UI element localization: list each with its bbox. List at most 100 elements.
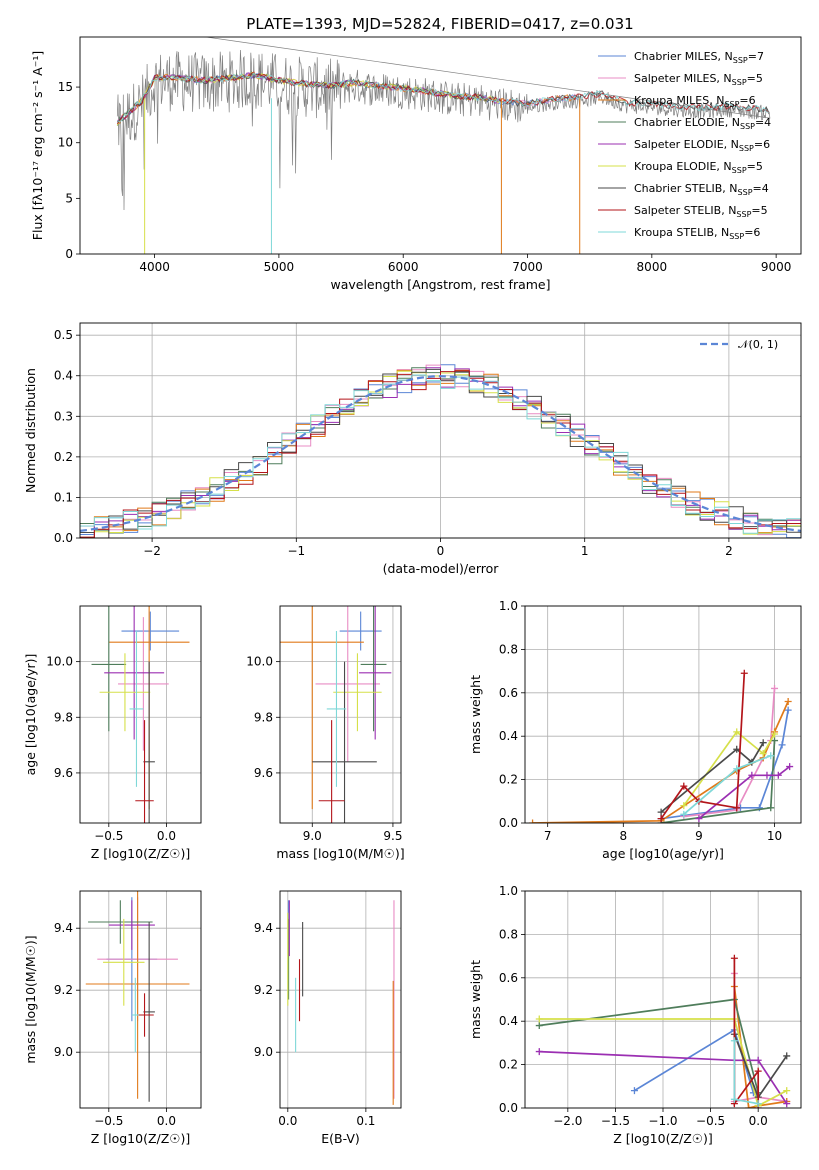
legend-label: Salpeter ELODIE, NSSP=6 bbox=[634, 138, 770, 153]
residuals-axes: −2 −1 0 1 2 0.0 0.1 0.2 0.3 0.4 0.5 (data-model)/er… bbox=[23, 322, 802, 576]
weight-marker bbox=[767, 804, 775, 812]
y-tick-label: 0 bbox=[65, 247, 73, 261]
y-axis-label: Normed distribution bbox=[23, 368, 38, 493]
x-tick-label: 9.5 bbox=[383, 829, 402, 843]
x-tick-label: 0.0 bbox=[157, 1114, 176, 1128]
x-tick-label: 6000 bbox=[388, 260, 419, 274]
weight-marker bbox=[786, 763, 794, 771]
weight-line-5 bbox=[539, 1018, 788, 1108]
y-tick-label: 0.0 bbox=[54, 531, 73, 545]
spectrum-axes: 4000 5000 6000 7000 8000 9000 0 5 10 15 wavelength… bbox=[30, 36, 802, 292]
axes-frame bbox=[79, 36, 802, 255]
weight-marker bbox=[733, 745, 741, 753]
y-tick-label: 0.2 bbox=[499, 773, 518, 787]
weight-marker bbox=[783, 1087, 791, 1095]
x-tick-label: 0 bbox=[437, 544, 445, 558]
weight-marker bbox=[535, 1015, 543, 1023]
plot-area bbox=[91, 606, 190, 823]
plot-area bbox=[85, 891, 190, 1102]
weight-line-3 bbox=[539, 998, 760, 1094]
mass-vs-Z-axes: −0.5 0.0 9.0 9.2 9.4 Z [log10(Z/Z☉)] mass [log… bbox=[23, 890, 202, 1146]
weight-line-6 bbox=[733, 1033, 788, 1100]
legend-label-base: Kroupa MILES, N bbox=[634, 94, 724, 107]
legend-label-sub: SSP bbox=[740, 122, 755, 131]
mass-vs-EBV-axes: 0.0 0.1 9.0 9.2 9.4 E(B-V) bbox=[254, 890, 402, 1146]
weight-marker bbox=[783, 1052, 791, 1060]
x-axis-label: E(B-V) bbox=[321, 1131, 360, 1146]
x-tick-label: 2 bbox=[725, 544, 733, 558]
weight-marker bbox=[535, 1022, 543, 1030]
legend-label-tail: =4 bbox=[753, 182, 769, 195]
axes-frame bbox=[524, 605, 802, 824]
y-tick-label: 9.4 bbox=[254, 921, 273, 935]
weight-marker bbox=[745, 1104, 753, 1108]
y-tick-label: 0.0 bbox=[499, 816, 518, 830]
x-tick-label: −0.5 bbox=[94, 1114, 123, 1128]
x-tick-label: 7000 bbox=[512, 260, 543, 274]
age-vs-mass-axes: 9.0 9.5 9.6 9.8 10.0 mass [log10(M/M☉)] bbox=[246, 605, 405, 861]
legend-label: Chabrier STELIB, NSSP=4 bbox=[634, 182, 769, 197]
weight-marker bbox=[657, 808, 665, 816]
y-tick-label: 0.0 bbox=[499, 1101, 518, 1115]
legend-label: Salpeter MILES, NSSP=5 bbox=[634, 72, 763, 87]
legend-label-base: Chabrier MILES, N bbox=[634, 50, 733, 63]
x-tick-label: 10 bbox=[767, 829, 782, 843]
weight-line-7 bbox=[733, 958, 760, 1108]
weight-marker bbox=[730, 1095, 738, 1103]
weight-marker bbox=[759, 750, 767, 758]
y-tick-label: 0.5 bbox=[54, 328, 73, 342]
y-axis-label: Flux [fλ10⁻¹⁷ erg cm⁻² s⁻¹ A⁻¹] bbox=[30, 51, 45, 240]
y-tick-label: 10.0 bbox=[246, 655, 273, 669]
x-axis-label: mass [log10(M/M☉)] bbox=[276, 846, 404, 861]
x-axis-label: wavelength [Angstrom, rest frame] bbox=[330, 277, 550, 292]
y-tick-label: 5 bbox=[65, 191, 73, 205]
legend-label-tail: =5 bbox=[747, 72, 763, 85]
y-tick-label: 9.4 bbox=[54, 921, 73, 935]
y-tick-label: 0.1 bbox=[54, 490, 73, 504]
y-tick-label: 0.2 bbox=[54, 450, 73, 464]
weight-marker bbox=[774, 771, 782, 779]
x-tick-label: 1 bbox=[581, 544, 589, 558]
axes-frame bbox=[279, 605, 402, 824]
x-tick-label: 0.0 bbox=[278, 1114, 297, 1128]
weight-marker bbox=[657, 815, 665, 823]
legend-label-tail: =4 bbox=[755, 116, 771, 129]
y-tick-label: 0.4 bbox=[54, 369, 73, 383]
x-tick-label: −0.5 bbox=[696, 1114, 725, 1128]
y-tick-label: 0.8 bbox=[499, 642, 518, 656]
x-tick-label: −1 bbox=[287, 544, 305, 558]
legend-label-tail: =5 bbox=[747, 160, 763, 173]
legend-label: Kroupa ELODIE, NSSP=5 bbox=[634, 160, 763, 175]
y-tick-label: 9.6 bbox=[54, 766, 73, 780]
x-tick-label: 4000 bbox=[139, 260, 170, 274]
legend-label-tail: =5 bbox=[751, 204, 767, 217]
y-tick-label: 0.4 bbox=[499, 729, 518, 743]
y-tick-label: 9.8 bbox=[254, 710, 273, 724]
legend-label-base: Kroupa ELODIE, N bbox=[634, 160, 732, 173]
x-tick-label: −0.5 bbox=[94, 829, 123, 843]
weight-marker bbox=[759, 739, 767, 747]
weight-vs-age-axes: 7 8 9 10 0.0 0.2 0.4 0.6 0.8 1.0 age [log10(age/yr… bbox=[468, 599, 802, 861]
weight-marker bbox=[783, 1100, 791, 1108]
y-tick-label: 9.0 bbox=[54, 1045, 73, 1059]
axes-frame bbox=[279, 890, 402, 1109]
age-vs-Z-axes: −0.5 0.0 9.6 9.8 10.0 Z [log10(Z/Z☉)] age [log… bbox=[23, 605, 202, 861]
data-spectrum-line bbox=[116, 37, 771, 211]
x-tick-label: 8 bbox=[619, 829, 627, 843]
legend-label: Kroupa MILES, NSSP=6 bbox=[634, 94, 756, 109]
x-tick-label: 8000 bbox=[637, 260, 668, 274]
weight-marker bbox=[680, 802, 688, 810]
legend-label-base: Salpeter ELODIE, N bbox=[634, 138, 739, 151]
x-tick-label: 0.0 bbox=[749, 1114, 768, 1128]
model-spectrum-7 bbox=[116, 71, 769, 125]
weight-marker bbox=[630, 1087, 638, 1095]
legend-label-sub: SSP bbox=[729, 232, 744, 241]
weight-marker bbox=[754, 1067, 762, 1075]
x-axis-label: Z [log10(Z/Z☉)] bbox=[91, 1131, 191, 1146]
axes-frame bbox=[79, 890, 202, 1109]
y-tick-label: 9.8 bbox=[54, 710, 73, 724]
x-axis-label: Z [log10(Z/Z☉)] bbox=[613, 1131, 713, 1146]
legend-label-sub: SSP bbox=[739, 144, 754, 153]
legend-label-sub: SSP bbox=[733, 56, 748, 65]
